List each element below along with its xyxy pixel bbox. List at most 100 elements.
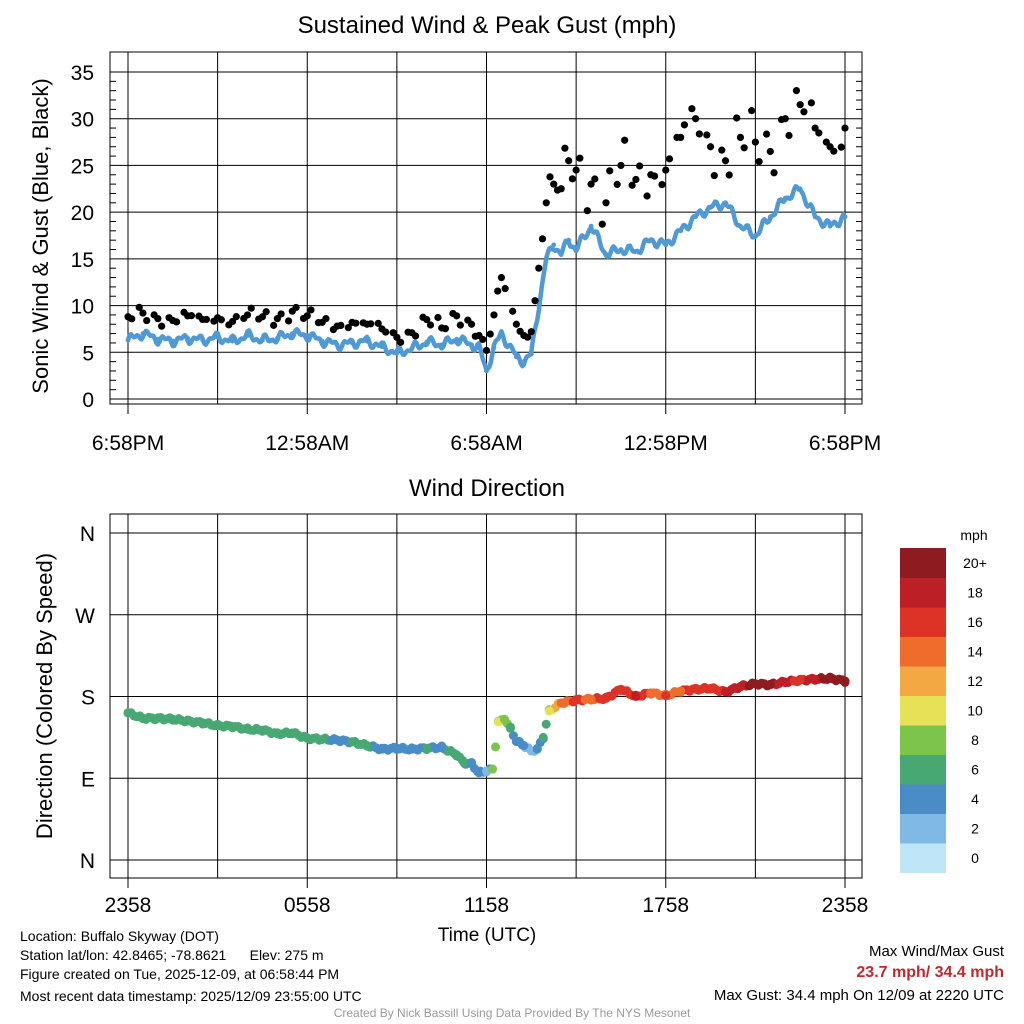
gust-point (576, 154, 584, 162)
gust-point (755, 157, 763, 166)
x-tick-label: 12:58AM (265, 432, 349, 455)
gust-point (419, 313, 427, 321)
wind-point (678, 228, 684, 234)
y-tick-label: 10 (71, 296, 94, 319)
wind-point (245, 333, 250, 338)
colorbar-label: 4 (971, 791, 979, 807)
gust-point (718, 146, 726, 154)
gust-point (841, 124, 849, 132)
direction-series-group (123, 672, 850, 778)
colorbar-swatch (900, 607, 946, 637)
wind-point (230, 338, 235, 344)
speed-colorbar: mph 0 2 4 6 8 10 12 14 16 18 20+ (900, 527, 988, 873)
direction-point (810, 674, 820, 684)
direction-point (347, 737, 357, 747)
colorbar-swatch (900, 666, 946, 696)
gust-point (785, 131, 793, 140)
direction-point (646, 688, 656, 698)
direction-point (541, 719, 551, 729)
gust-point (621, 136, 629, 144)
direction-point (661, 691, 671, 701)
gust-point (202, 315, 211, 324)
colorbar-swatch (900, 548, 946, 578)
wind-point (484, 368, 489, 374)
gust-point (352, 319, 360, 327)
gust-point (617, 161, 625, 170)
gust-point (471, 332, 479, 340)
gust-point (546, 173, 554, 181)
gust-point (240, 314, 248, 323)
colorbar-swatch (900, 813, 946, 844)
gust-point (344, 323, 352, 332)
gust-point (703, 131, 711, 139)
gust-point (128, 315, 136, 323)
gust-point (736, 133, 745, 141)
wind-point (349, 340, 355, 346)
direction-point (825, 673, 835, 683)
direction-point (765, 680, 775, 690)
gust-point (509, 307, 517, 315)
gust-point (322, 315, 330, 323)
gust-point (139, 309, 147, 317)
y-tick-label: 35 (71, 62, 94, 85)
max-gust-line: Max Gust: 34.4 mph On 12/09 at 2220 UTC (713, 987, 1004, 1004)
gust-point (568, 175, 576, 183)
wind-point (185, 335, 191, 341)
gust-point (389, 329, 397, 337)
gust-point (613, 180, 621, 189)
gust-point (374, 319, 382, 327)
gust-point (262, 308, 270, 316)
wind-point (588, 223, 594, 229)
gust-point (486, 330, 494, 338)
gust-point (482, 346, 491, 355)
wind-point (125, 337, 131, 343)
gust-point (404, 328, 412, 336)
direction-point (317, 734, 327, 744)
max-values: 23.7 mph/ 34.4 mph (856, 964, 1004, 981)
gust-point (277, 310, 285, 318)
gust-point (441, 325, 450, 333)
gust-point (397, 338, 405, 346)
gust-point (187, 312, 196, 320)
wind-point (289, 331, 295, 336)
gust-point (550, 180, 558, 188)
wind-point (319, 338, 325, 344)
gust-point (232, 313, 240, 321)
wind-gust-y-label: Sonic Wind & Gust (Blue, Black) (28, 78, 53, 393)
wind-point (566, 237, 572, 243)
colorbar-unit: mph (960, 527, 987, 543)
direction-point (153, 713, 163, 723)
gust-point (598, 220, 606, 228)
gust-point (501, 284, 509, 293)
direction-point (452, 750, 462, 760)
direction-point (287, 728, 297, 738)
utc-tick-label: 1158 (464, 894, 509, 917)
direction-point (437, 742, 447, 752)
wind-gust-panel: Sustained Wind & Peak Gust (mph) Sonic W… (28, 12, 881, 455)
wind-point (693, 214, 699, 220)
wind-point (170, 338, 176, 344)
gust-point (565, 157, 573, 165)
direction-tick-label: E (81, 768, 95, 791)
gust-point (172, 318, 181, 326)
gust-point (337, 321, 345, 329)
gust-point (314, 319, 323, 327)
wind-point (476, 345, 482, 351)
wind-point (708, 205, 713, 210)
gust-point (721, 157, 730, 165)
gust-point (494, 287, 502, 295)
utc-tick-label: 2358 (105, 894, 152, 917)
wind-point (797, 186, 803, 192)
direction-y-label: Direction (Colored By Speed) (32, 553, 57, 839)
wind-point (499, 331, 504, 336)
wind-point (394, 350, 400, 356)
direction-point (243, 724, 252, 734)
gust-point (307, 306, 315, 314)
gust-point (217, 316, 225, 324)
wind-point (155, 336, 161, 342)
wind-point (827, 223, 833, 229)
wind-point (334, 342, 340, 348)
gust-point (479, 335, 487, 344)
wind-point (551, 242, 557, 248)
gust-point (523, 333, 532, 341)
